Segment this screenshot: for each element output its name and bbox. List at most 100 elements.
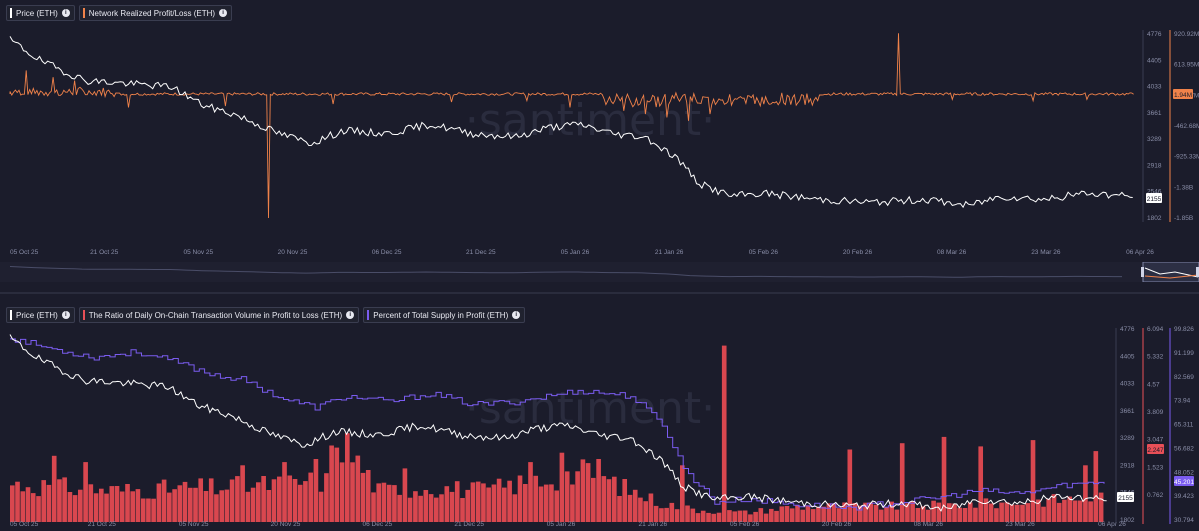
ratio-bar (465, 489, 471, 522)
ratio-bar (821, 506, 826, 522)
ratio-bar (842, 502, 847, 522)
navigator-svg[interactable] (0, 262, 1199, 282)
ratio-bar (496, 478, 502, 522)
ratio-bar (988, 503, 994, 522)
x-tick-label: 23 Mar 26 (1031, 249, 1061, 256)
legend-supply[interactable]: Percent of Total Supply in Profit (ETH) … (363, 307, 526, 323)
ratio-bar (643, 501, 649, 522)
ratio-bar (858, 505, 863, 522)
x-axis: 05 Oct 25 21 Oct 25 05 Nov 25 20 Nov 25 06 D… (10, 521, 1126, 528)
supply-tick-label: 56.682 (1174, 445, 1194, 452)
ratio-bar (538, 486, 544, 522)
ratio-tick-label: 3.809 (1147, 409, 1164, 416)
ratio-bar (784, 506, 790, 522)
ratio-bar (936, 502, 942, 522)
ratio-bar (339, 462, 345, 522)
ratio-bar (664, 507, 669, 522)
legend-supply-label: Percent of Total Supply in Profit (ETH) (373, 310, 509, 320)
ratio-bar (167, 492, 172, 522)
ratio-bar (852, 503, 858, 522)
ratio-bar (517, 475, 523, 522)
ratio-bar (376, 483, 382, 522)
ratio-bar (423, 490, 429, 522)
navigator-selected-price (1144, 267, 1199, 278)
price-tick-label: 4033 (1147, 84, 1162, 91)
ratio-bar (1083, 465, 1088, 522)
price-axis: 4776 4405 4033 3661 3289 2918 2546 1802 (1147, 31, 1162, 222)
info-icon[interactable]: i (346, 311, 355, 319)
x-tick-label: 21 Dec 25 (454, 521, 484, 528)
ratio-bar (591, 477, 596, 522)
ratio-bar (481, 483, 486, 522)
ratio-bar (277, 476, 282, 522)
ratio-bar (680, 465, 685, 522)
ratio-bar (789, 508, 795, 522)
ratio-bar (240, 465, 245, 522)
price-tick-label: 3289 (1120, 435, 1135, 442)
legend-ratio[interactable]: The Ratio of Daily On-Chain Transaction … (78, 307, 360, 323)
navigator-left-handle[interactable] (1141, 267, 1144, 277)
legend-network-realized-pl[interactable]: Network Realized Profit/Loss (ETH) i (78, 5, 233, 21)
ratio-badge-text: 2.247 (1147, 447, 1164, 454)
ratio-bar (627, 494, 633, 522)
ratio-bar (920, 506, 926, 522)
range-navigator[interactable] (0, 262, 1199, 282)
pl-badge-text: 1.94M (1174, 92, 1192, 99)
ratio-axis: 6.094 5.332 4.57 3.809 3.047 1.523 0.762 (1147, 326, 1164, 499)
x-tick-label: 06 Apr 26 (1098, 521, 1126, 528)
ratio-bar (303, 481, 308, 522)
ratio-bar (224, 489, 230, 522)
ratio-bar (350, 462, 355, 522)
pl-swatch (82, 8, 85, 18)
supply-line (10, 338, 1105, 511)
ratio-bar (638, 497, 643, 522)
info-icon[interactable]: i (61, 311, 70, 319)
top-chart-panel: Price (ETH) i Network Realized Profit/Lo… (0, 0, 1199, 262)
ratio-bar (1088, 501, 1093, 522)
bottom-legend: Price (ETH) i The Ratio of Daily On-Chai… (6, 307, 526, 323)
x-tick-label: 05 Nov 25 (184, 249, 214, 256)
x-tick-label: 06 Dec 25 (372, 249, 402, 256)
ratio-bar (392, 485, 397, 522)
ratio-bar (428, 494, 434, 522)
ratio-bar (753, 511, 758, 522)
ratio-bar (261, 476, 266, 522)
ratio-bar (413, 491, 418, 522)
ratio-bar (632, 489, 638, 522)
ratio-bar (905, 503, 910, 522)
ratio-bar (470, 482, 476, 522)
ratio-bar (83, 462, 88, 522)
ratio-bar (1041, 506, 1046, 522)
ratio-bar (381, 482, 387, 522)
price-series (9, 334, 1107, 512)
ratio-bar (606, 479, 612, 522)
supply-tick-label: 30.794 (1174, 517, 1194, 524)
ratio-bar (947, 503, 952, 522)
info-icon[interactable]: i (219, 9, 228, 17)
bottom-chart-svg[interactable]: ·santiment· 05 Oct 25 21 Oct 25 05 Nov 25 2… (0, 298, 1199, 531)
ratio-bar (994, 508, 999, 522)
ratio-bar (543, 484, 549, 522)
x-tick-label: 08 Mar 26 (937, 249, 967, 256)
ratio-bar (559, 452, 565, 522)
navigator-right-handle[interactable] (1196, 267, 1199, 277)
ratio-bar (512, 494, 518, 522)
legend-price[interactable]: Price (ETH) i (6, 5, 75, 21)
x-tick-label: 21 Dec 25 (466, 249, 496, 256)
info-icon[interactable]: i (512, 311, 521, 319)
ratio-tick-label: 3.047 (1147, 437, 1164, 444)
navigator-selection[interactable] (1142, 262, 1199, 282)
ratio-bar (313, 459, 319, 522)
ratio-bar (444, 486, 450, 522)
ratio-bar (1072, 500, 1078, 522)
supply-axis: 99.826 91.199 82.569 73.94 65.311 56.682 48.05… (1174, 326, 1194, 524)
top-chart-svg[interactable]: ·santiment· 05 Oct 25 21 Oct 25 05 Nov 25 2… (0, 0, 1199, 262)
ratio-bar (140, 498, 146, 522)
pl-line (9, 33, 1134, 219)
ratio-bar (418, 495, 423, 522)
ratio-bar (292, 479, 298, 522)
legend-price[interactable]: Price (ETH) i (6, 307, 75, 323)
info-icon[interactable]: i (61, 9, 70, 17)
x-tick-label: 23 Mar 26 (1006, 521, 1036, 528)
